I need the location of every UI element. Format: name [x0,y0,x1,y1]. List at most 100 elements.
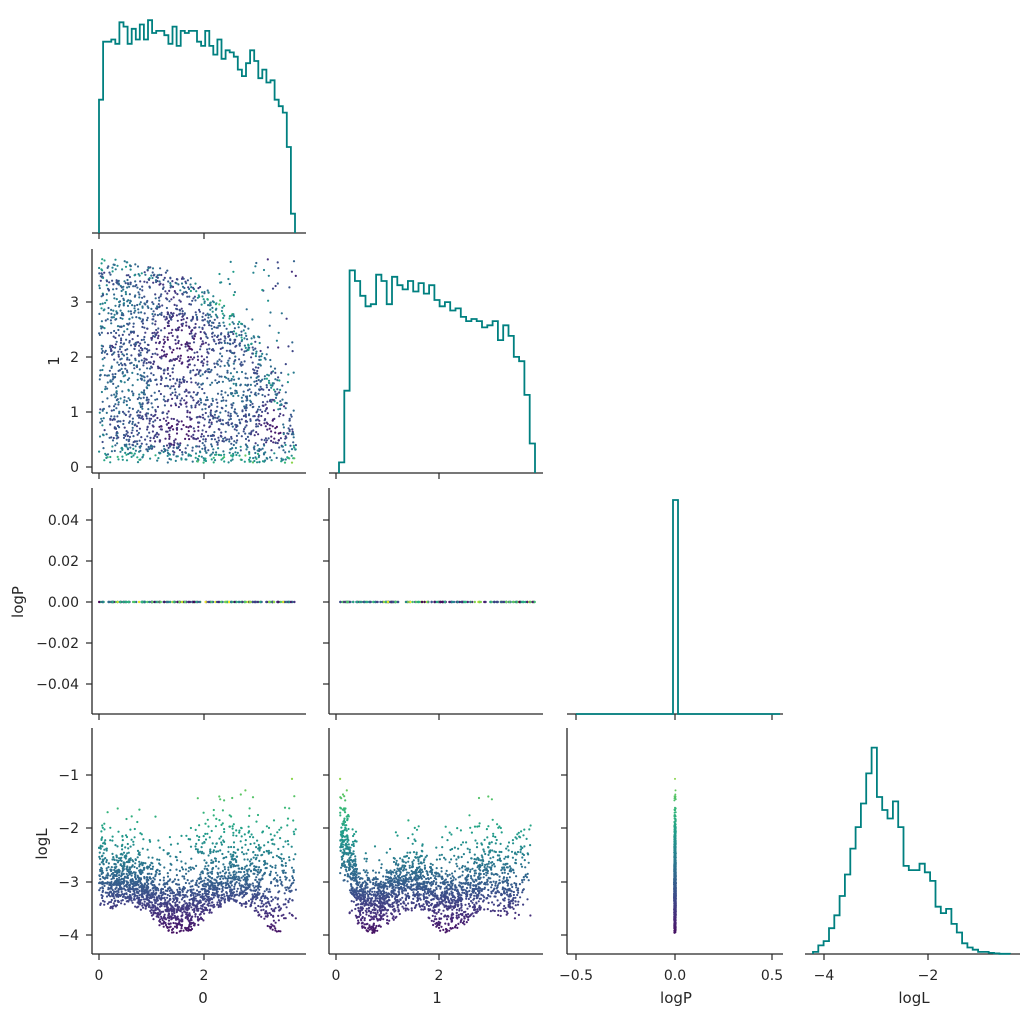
point-0-1 [292,441,295,444]
point-0-1 [163,385,167,388]
point-0-1 [120,337,123,340]
point-0-1 [142,396,145,399]
point-0-logL [149,864,152,867]
point-0-1 [192,433,195,436]
point-1-logL [498,879,501,882]
point-0-1 [292,260,296,263]
point-0-1 [201,364,205,367]
point-0-logL [272,914,275,918]
point-0-logL [262,892,265,896]
point-0-1 [286,456,289,459]
point-0-1 [238,320,241,323]
point-1-logL [398,912,401,916]
point-1-logL [343,874,347,877]
point-0-logL [191,908,194,911]
point-0-logL [163,905,166,908]
point-0-1 [151,352,154,356]
point-0-1 [131,422,134,425]
point-0-1 [152,281,155,284]
point-1-logL [389,869,392,872]
point-0-logL [173,878,177,881]
point-1-logL [525,876,529,879]
point-0-1 [193,364,196,367]
point-0-1 [109,423,112,426]
point-0-logL [163,866,166,869]
point-1-logL [455,908,458,911]
point-1-logL [521,881,524,884]
point-0-1 [151,322,154,325]
point-0-logL [123,865,126,868]
point-0-logL [121,870,124,873]
point-1-logL [373,890,376,893]
point-0-logL [98,863,101,866]
point-1-logL [429,862,432,865]
point-0-logL [245,852,248,855]
point-0-1 [204,341,207,344]
point-0-logL [252,895,255,898]
point-0-1 [137,341,140,344]
point-0-1 [154,293,157,296]
point-0-logL [148,865,151,869]
point-1-logL [507,898,510,901]
point-0-1 [136,456,139,459]
point-0-1 [143,326,146,329]
point-0-1 [118,348,122,351]
point-0-1 [196,355,199,358]
point-0-logL [258,888,261,891]
point-0-1 [123,330,126,333]
point-0-logL [164,923,168,927]
point-0-logL [107,862,110,865]
point-0-1 [253,369,256,372]
point-1-logL [484,852,487,856]
point-0-1 [136,442,139,446]
point-1-logL [413,838,416,841]
point-0-1 [133,343,136,346]
point-1-logL [457,916,460,919]
point-0-logL [105,869,108,872]
point-0-logL [136,856,139,859]
point-0-1 [198,326,201,329]
point-0-logL [139,908,142,911]
point-0-1 [143,371,146,374]
point-0-1 [179,354,182,357]
point-0-1 [220,309,223,313]
point-0-1 [255,425,258,428]
point-0-1 [193,356,196,359]
point-0-1 [187,434,190,437]
point-0-1 [244,332,247,335]
point-0-1 [117,328,120,332]
point-1-logL [470,900,473,903]
point-0-1 [124,282,127,285]
point-0-1 [196,383,199,386]
point-0-1 [222,399,225,402]
point-0-1 [244,432,247,435]
point-1-logL [373,906,376,909]
point-0-1 [104,388,107,391]
point-0-logL [156,868,159,871]
point-0-1 [139,342,142,345]
point-0-logL [122,851,126,854]
point-0-1 [166,416,169,419]
point-0-1 [117,401,120,404]
point-0-1 [140,338,143,342]
point-0-logL [280,882,283,886]
point-0-1 [266,428,269,431]
point-0-1 [101,400,104,403]
point-1-logL [499,842,502,846]
point-1-logL [411,833,414,836]
point-1-logL [384,875,388,878]
point-0-1 [252,457,255,460]
point-1-logL [404,893,407,896]
point-1-logL [437,910,440,914]
point-0-logL [141,847,144,850]
point-1-logL [350,909,353,912]
point-0-logL [185,872,188,875]
point-0-logL [149,909,152,913]
point-0-1 [273,437,276,440]
point-0-logL [243,902,246,905]
point-0-logL [169,869,172,872]
point-0-1 [248,451,251,454]
point-0-1 [216,417,219,420]
point-0-1 [100,390,103,394]
